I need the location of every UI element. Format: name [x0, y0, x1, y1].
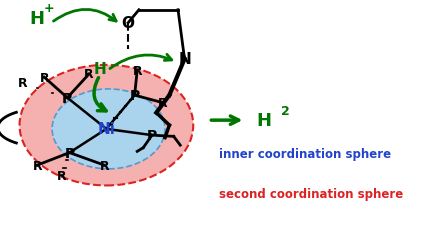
Text: R: R	[132, 64, 142, 78]
Text: P: P	[130, 89, 140, 103]
Text: N: N	[178, 52, 191, 67]
Text: H: H	[93, 62, 106, 77]
Text: H: H	[256, 112, 271, 130]
Text: R: R	[84, 68, 94, 81]
Text: R: R	[33, 159, 42, 172]
Text: R: R	[39, 72, 49, 84]
Text: R: R	[158, 97, 168, 110]
Text: H: H	[30, 10, 44, 28]
Text: inner coordination sphere: inner coordination sphere	[219, 148, 392, 161]
Text: P: P	[64, 146, 75, 160]
Text: second coordination sphere: second coordination sphere	[219, 188, 404, 200]
Ellipse shape	[52, 90, 165, 169]
Text: R: R	[18, 77, 28, 90]
Text: +: +	[44, 2, 55, 15]
Text: P: P	[147, 128, 157, 142]
Ellipse shape	[20, 66, 193, 186]
Text: O: O	[122, 16, 135, 31]
Text: Ni: Ni	[97, 122, 115, 137]
Text: R: R	[57, 169, 67, 182]
Text: R: R	[99, 159, 109, 172]
Text: P: P	[62, 91, 72, 105]
Text: 2: 2	[281, 104, 290, 117]
